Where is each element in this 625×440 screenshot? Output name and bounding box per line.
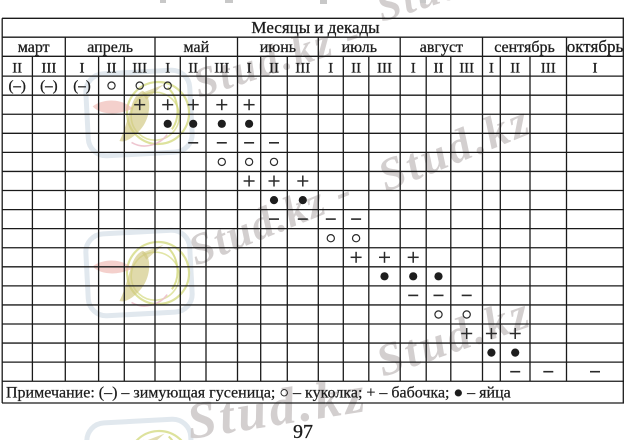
- svg-text:III: III: [541, 60, 556, 76]
- svg-text:Примечание: (–) – зимующая гус: Примечание: (–) – зимующая гусеница; ○ –…: [6, 385, 511, 402]
- svg-text:97: 97: [293, 421, 313, 440]
- svg-text:II: II: [107, 60, 117, 76]
- svg-text:май: май: [183, 39, 209, 56]
- svg-text:I: I: [328, 60, 333, 76]
- svg-text:сентябрь: сентябрь: [494, 39, 555, 56]
- svg-text:(–): (–): [8, 79, 26, 95]
- svg-text:Stud.kz: Stud.kz: [371, 0, 523, 32]
- svg-text:октябрь: октябрь: [567, 37, 624, 56]
- svg-text:(–): (–): [73, 79, 91, 95]
- svg-text:I: I: [593, 60, 598, 76]
- svg-text:III: III: [459, 60, 474, 76]
- svg-text:II: II: [510, 60, 520, 76]
- svg-text:(–): (–): [40, 79, 58, 95]
- svg-text:II: II: [269, 60, 279, 76]
- svg-text:II: II: [12, 60, 22, 76]
- svg-text:июнь: июнь: [260, 39, 296, 56]
- svg-text:II: II: [351, 60, 361, 76]
- svg-text:март: март: [18, 39, 50, 56]
- svg-text:июль: июль: [342, 39, 377, 56]
- svg-text:II: II: [434, 60, 444, 76]
- svg-text:III: III: [41, 60, 56, 76]
- svg-text:I: I: [489, 60, 494, 76]
- svg-text:август: август: [420, 39, 463, 56]
- svg-text:I: I: [411, 60, 416, 76]
- svg-text:III: III: [214, 60, 229, 76]
- svg-text:I: I: [80, 60, 85, 76]
- svg-text:III: III: [132, 60, 147, 76]
- svg-text:I: I: [247, 60, 252, 76]
- svg-text:апрель: апрель: [87, 39, 133, 56]
- svg-text:Месяцы и декады: Месяцы и декады: [251, 18, 380, 37]
- svg-text:III: III: [377, 60, 392, 76]
- svg-text:II: II: [188, 60, 198, 76]
- svg-text:III: III: [295, 60, 310, 76]
- svg-text:Stud.kz: Stud.kz: [371, 94, 539, 201]
- svg-text:I: I: [165, 60, 170, 76]
